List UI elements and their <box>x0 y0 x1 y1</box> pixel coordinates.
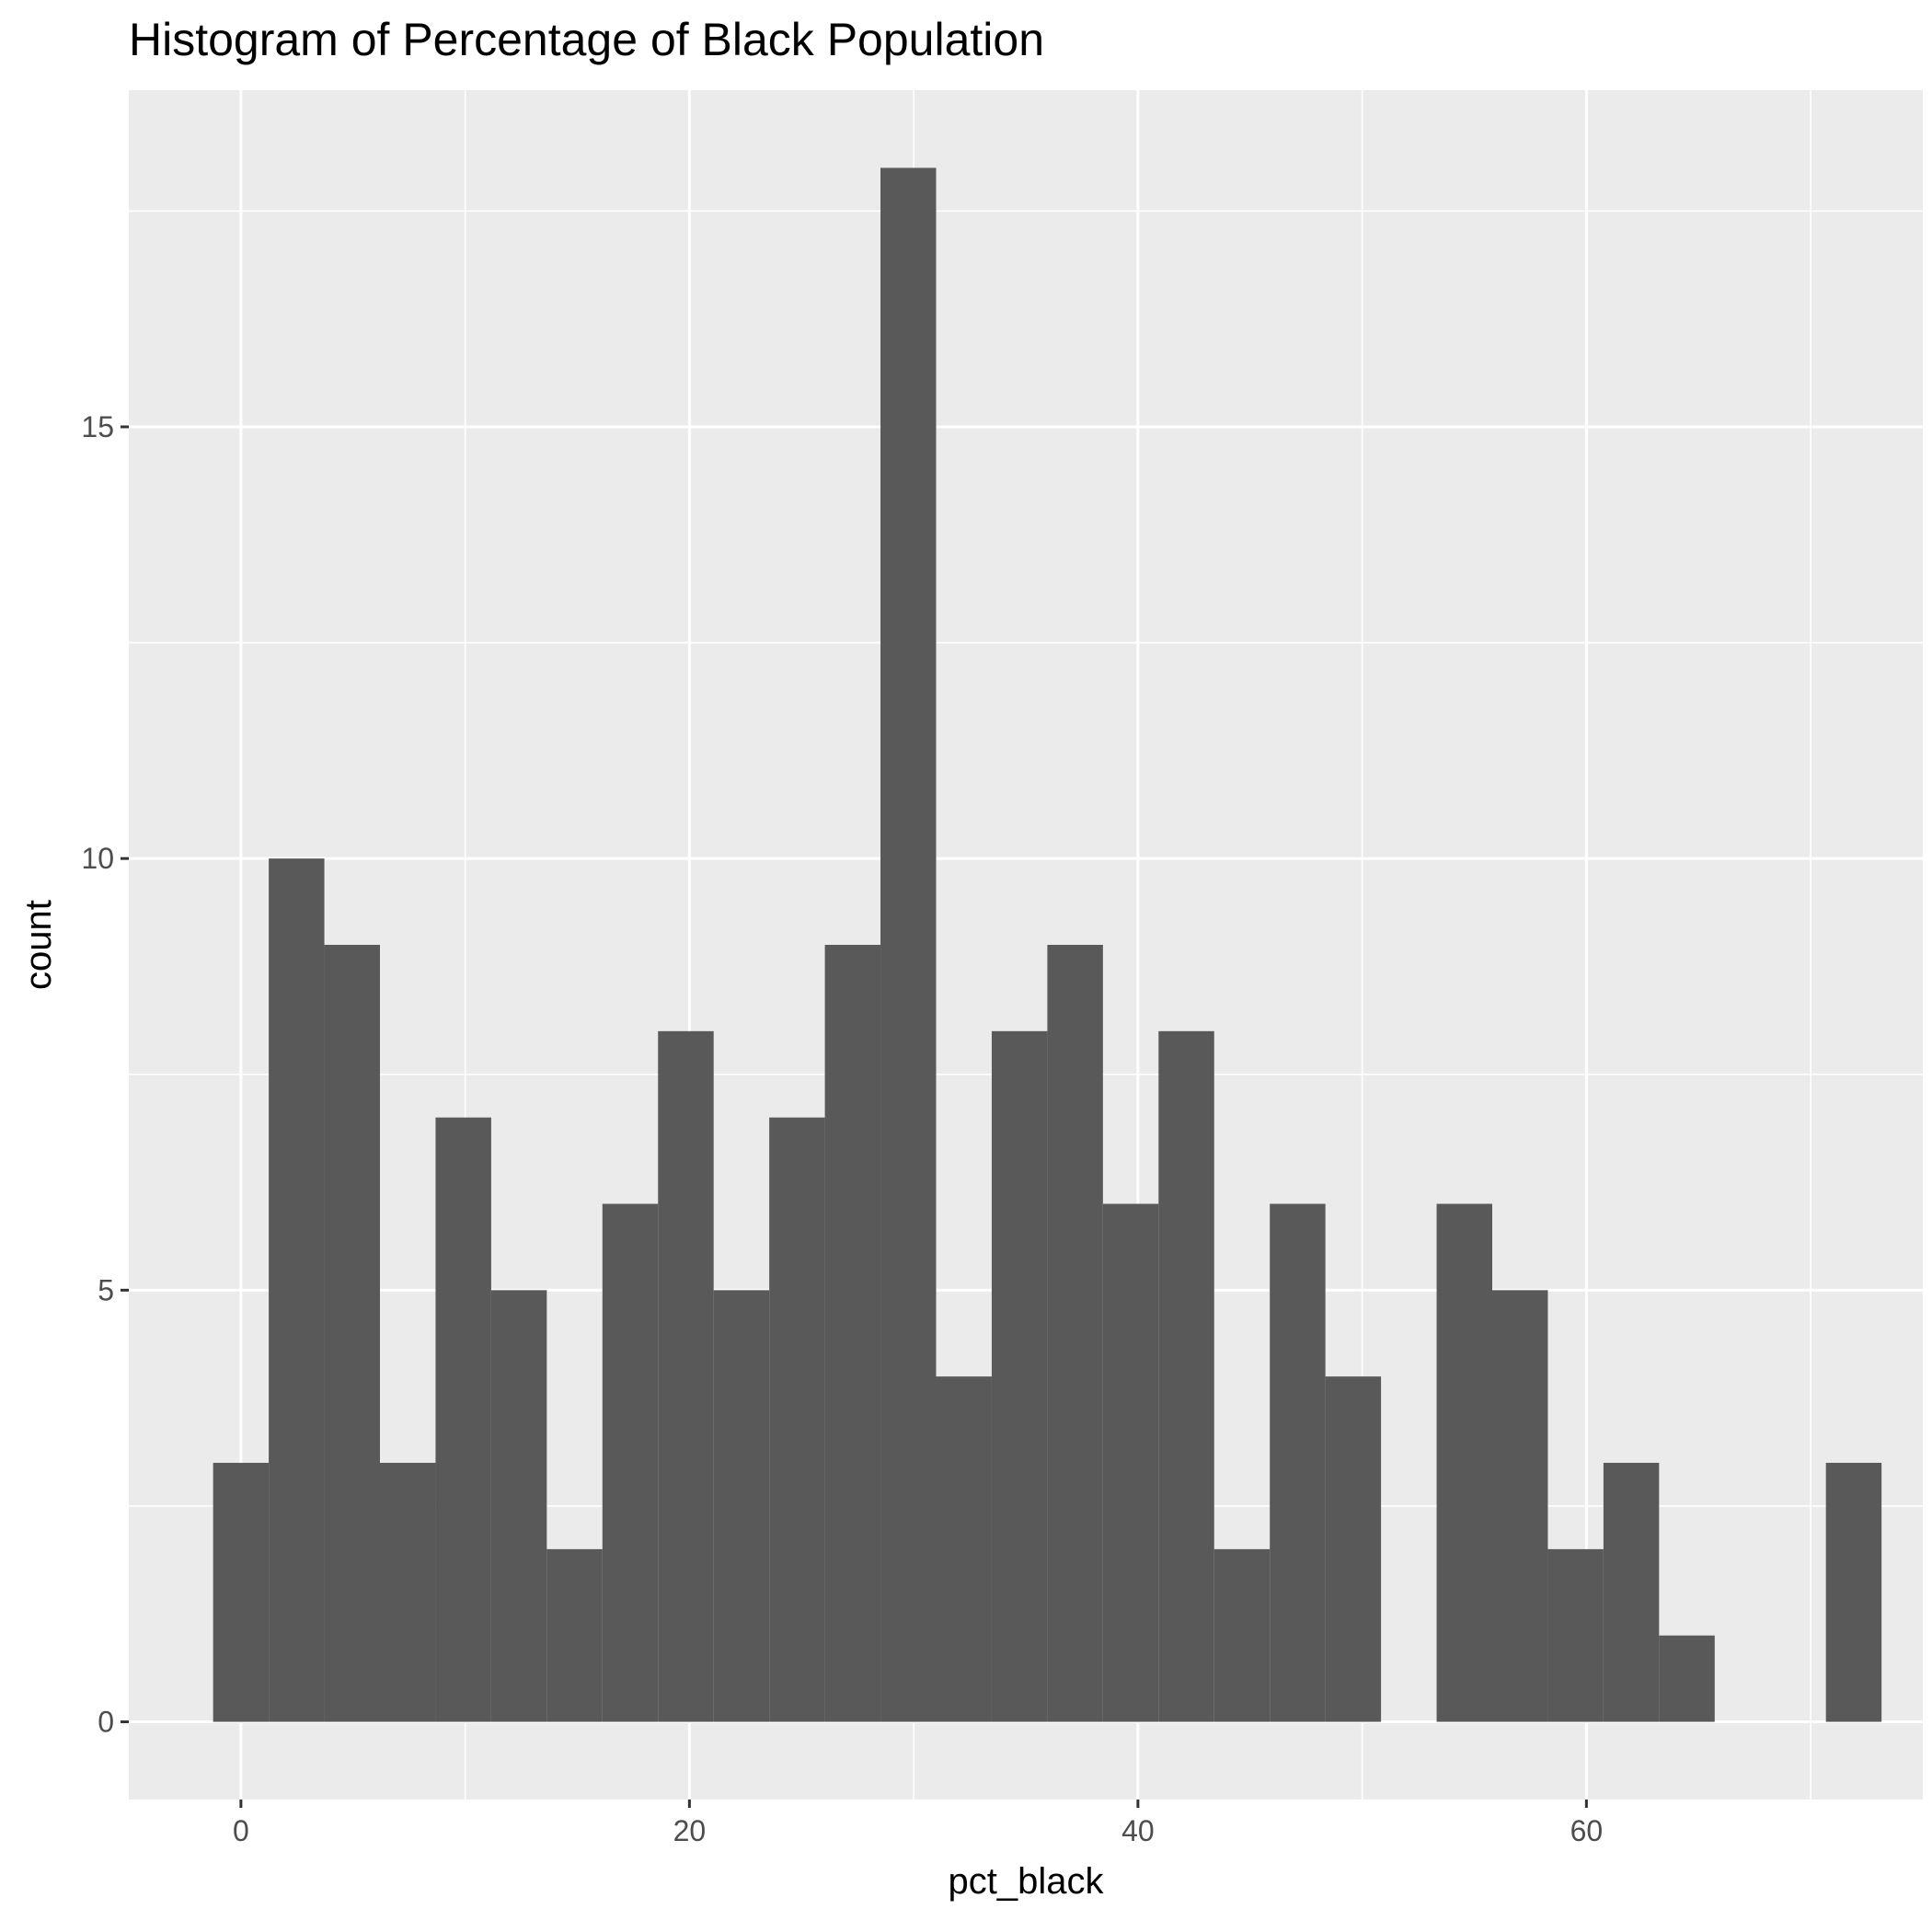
histogram-bar <box>1047 945 1103 1722</box>
histogram-bar <box>1436 1203 1492 1722</box>
histogram-bar <box>1547 1548 1604 1722</box>
histogram-bar <box>324 945 380 1722</box>
y-tick-label: 0 <box>98 1706 114 1739</box>
histogram-bar <box>1825 1463 1882 1722</box>
histogram-bar <box>1492 1290 1548 1722</box>
histogram-bar <box>546 1548 603 1722</box>
histogram-bar <box>1158 1030 1214 1722</box>
x-tick-label: 20 <box>673 1814 707 1847</box>
x-tick-label: 40 <box>1121 1814 1155 1847</box>
histogram-bar <box>769 1117 825 1722</box>
x-axis: 0 20 40 60 <box>233 1800 1603 1847</box>
histogram-bar <box>658 1030 714 1722</box>
histogram-bars <box>213 167 1882 1722</box>
x-axis-title: pct_black <box>949 1861 1105 1902</box>
histogram-bar <box>1659 1635 1715 1722</box>
x-tick-label: 60 <box>1570 1814 1604 1847</box>
histogram-bar <box>1325 1376 1382 1722</box>
x-tick-label: 0 <box>233 1814 249 1847</box>
y-axis: 0 5 10 15 <box>81 410 129 1739</box>
chart-title: Histogram of Percentage of Black Populat… <box>129 14 1044 65</box>
histogram-bar <box>991 1030 1048 1722</box>
histogram-bar <box>824 945 881 1722</box>
y-axis-title: count <box>18 900 59 990</box>
histogram-bar <box>435 1117 491 1722</box>
histogram-bar <box>1213 1548 1271 1722</box>
histogram-bar <box>269 858 325 1722</box>
histogram-bar <box>1102 1203 1159 1722</box>
histogram-bar <box>213 1463 270 1722</box>
y-tick-label: 10 <box>81 842 114 875</box>
histogram-bar <box>1270 1203 1326 1722</box>
histogram-bar <box>380 1463 436 1722</box>
histogram-bar <box>713 1290 770 1722</box>
y-tick-label: 5 <box>98 1273 114 1306</box>
y-tick-label: 15 <box>81 410 114 443</box>
histogram-bar <box>602 1203 659 1722</box>
histogram-bar <box>936 1376 992 1722</box>
histogram-bar <box>880 167 937 1722</box>
histogram-bar <box>490 1290 547 1722</box>
histogram-bar <box>1603 1463 1660 1722</box>
